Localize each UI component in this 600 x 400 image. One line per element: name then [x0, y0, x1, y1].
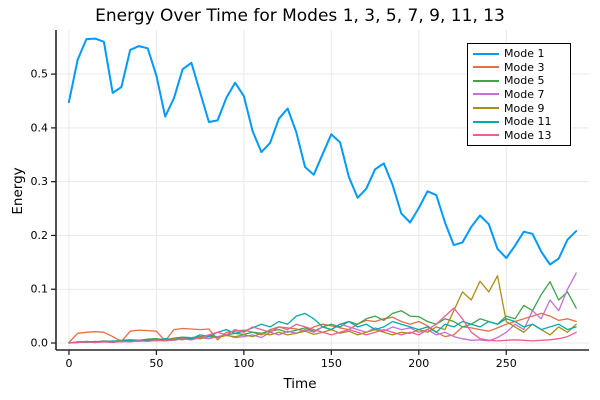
chart-title: Energy Over Time for Modes 1, 3, 5, 7, 9… — [95, 6, 505, 26]
x-axis-label: Time — [283, 376, 317, 392]
legend-line-sample — [473, 52, 499, 55]
legend-label: Mode 7 — [504, 87, 545, 101]
legend-item-mode-1: Mode 1 — [473, 47, 567, 60]
y-tick-label: 0.1 — [31, 283, 49, 296]
legend-line-sample — [473, 79, 499, 82]
legend-item-mode-3: Mode 3 — [473, 61, 567, 74]
y-tick-label: 0.3 — [31, 175, 49, 188]
y-tick-label: 0.5 — [31, 68, 49, 81]
legend-item-mode-13: Mode 13 — [473, 129, 567, 142]
x-tick-label: 0 — [65, 357, 72, 370]
series-line-mode-3 — [68, 312, 577, 344]
legend-label: Mode 13 — [504, 128, 552, 142]
x-tick-label: 100 — [233, 357, 254, 370]
legend-line-sample — [473, 134, 499, 137]
series-line-mode-11 — [68, 312, 577, 344]
series-line-mode-1 — [67, 37, 578, 266]
x-tick-label: 200 — [408, 357, 429, 370]
legend: Mode 1 Mode 3 Mode 5 Mode 7 Mode 9 Mode 11 Mod… — [467, 43, 571, 146]
y-tick-label: 0.0 — [31, 337, 49, 350]
legend-label: Mode 11 — [504, 115, 552, 129]
x-tick-label: 150 — [321, 357, 342, 370]
legend-label: Mode 3 — [504, 60, 545, 74]
legend-item-mode-11: Mode 11 — [473, 115, 567, 128]
legend-line-sample — [473, 93, 499, 96]
legend-label: Mode 5 — [504, 74, 545, 88]
legend-label: Mode 9 — [504, 101, 545, 115]
legend-item-mode-5: Mode 5 — [473, 74, 567, 87]
legend-line-sample — [473, 107, 499, 110]
legend-item-mode-7: Mode 7 — [473, 88, 567, 101]
y-tick-label: 0.2 — [31, 229, 49, 242]
legend-label: Mode 1 — [504, 47, 545, 61]
legend-item-mode-9: Mode 9 — [473, 102, 567, 115]
legend-line-sample — [473, 120, 499, 123]
series-line-mode-13 — [68, 307, 577, 344]
x-tick-label: 250 — [496, 357, 517, 370]
x-tick-label: 50 — [149, 357, 163, 370]
y-tick-label: 0.4 — [31, 121, 49, 134]
legend-line-sample — [473, 66, 499, 69]
